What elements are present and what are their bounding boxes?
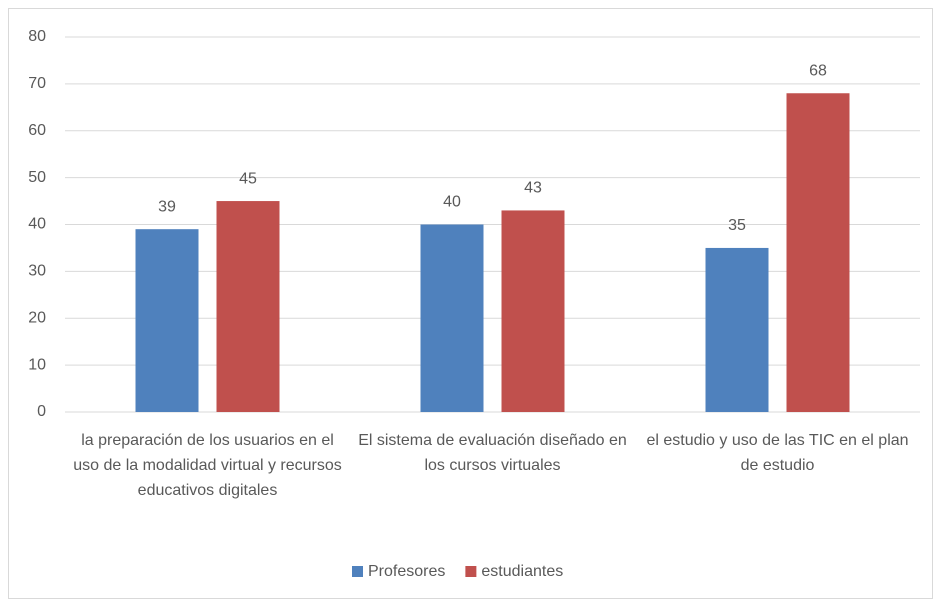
y-tick-label: 60 <box>28 122 46 139</box>
x-tick-label: El sistema de evaluación diseñado en los… <box>358 432 627 474</box>
bar <box>216 201 280 412</box>
bar <box>420 224 484 412</box>
legend-swatch <box>352 566 363 577</box>
data-label: 39 <box>158 198 176 215</box>
data-label: 35 <box>728 217 746 234</box>
legend-label: estudiantes <box>481 563 563 580</box>
data-label: 40 <box>443 194 461 211</box>
y-tick-label: 10 <box>28 356 46 373</box>
y-tick-label: 80 <box>28 28 46 45</box>
x-tick-label: el estudio y uso de las TIC en el plan d… <box>646 432 909 474</box>
bar <box>705 247 769 412</box>
data-label: 45 <box>239 170 257 187</box>
y-tick-label: 70 <box>28 75 46 92</box>
legend-swatch <box>465 566 477 577</box>
data-label: 68 <box>809 62 827 79</box>
y-tick-label: 20 <box>28 309 46 326</box>
y-tick-label: 0 <box>37 403 46 420</box>
legend-label: Profesores <box>368 563 445 580</box>
y-tick-label: 40 <box>28 216 46 233</box>
bar <box>501 210 565 412</box>
y-tick-label: 50 <box>28 169 46 186</box>
bar <box>786 93 850 412</box>
bar <box>135 229 199 412</box>
y-tick-label: 30 <box>28 263 46 280</box>
data-label: 43 <box>524 180 542 197</box>
x-tick-label: la preparación de los usuarios en el uso… <box>73 432 342 499</box>
